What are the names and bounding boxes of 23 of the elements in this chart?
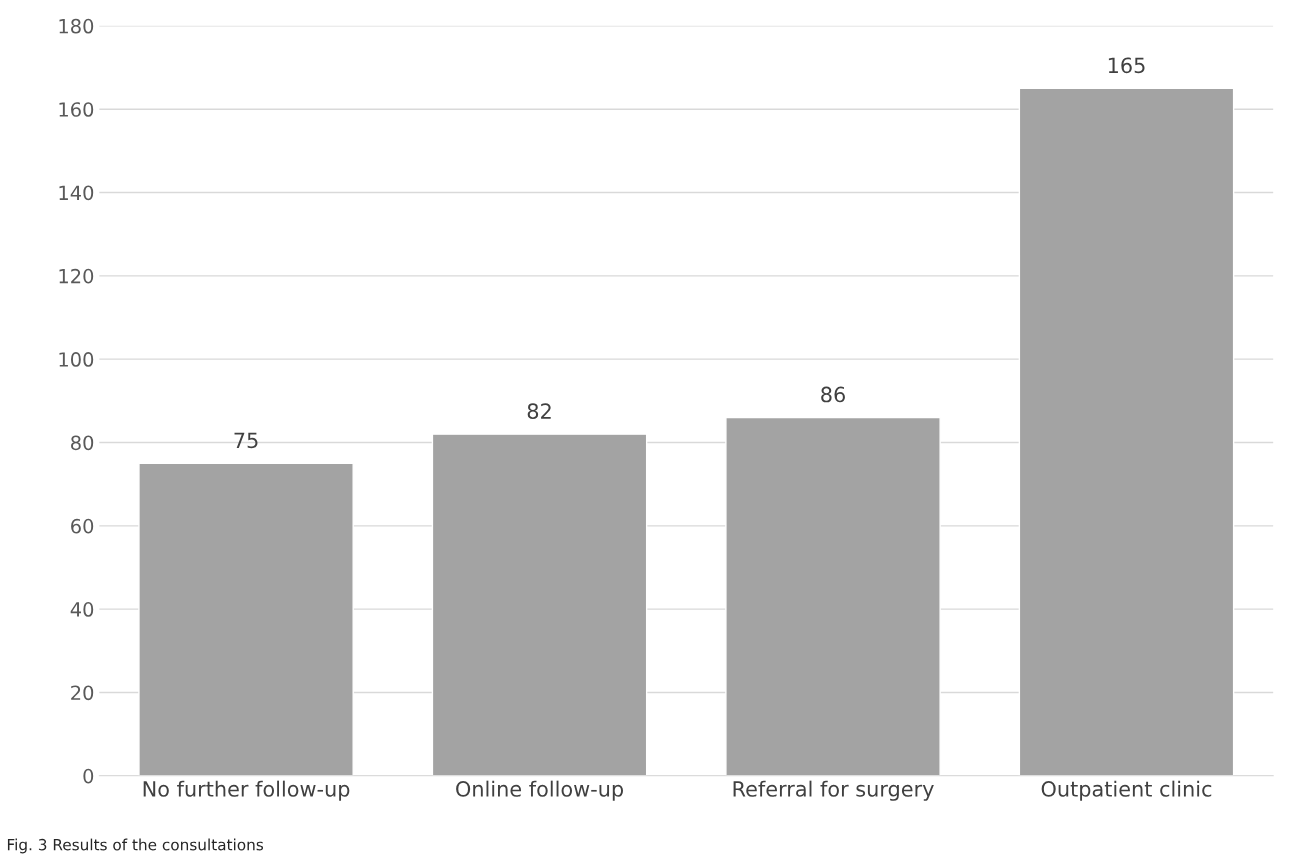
y-tick-label: 40 [70, 602, 94, 617]
y-tick-label: 20 [71, 685, 94, 701]
y-tick-label: 60 [71, 518, 94, 534]
data-label: 75 [234, 432, 258, 449]
data-label: 165 [1108, 57, 1145, 74]
y-tick-label: 160 [59, 102, 94, 117]
bar [138, 462, 354, 776]
y-tick-label: 0 [83, 768, 94, 784]
bar [725, 416, 941, 776]
x-tick-label: Referral for surgery [733, 780, 934, 801]
x-tick-label: Online follow-up [456, 780, 624, 801]
y-tick-label: 100 [59, 352, 94, 367]
x-tick-label: Outpatient clinic [1041, 780, 1212, 801]
y-tick-label: 80 [71, 435, 94, 451]
caption: Fig. 3 Results of the consultations [7, 838, 264, 854]
x-tick-label: No further follow-up [143, 780, 350, 801]
y-tick-label: 140 [59, 185, 94, 201]
y-tick-label: 180 [59, 18, 94, 34]
bar [1018, 87, 1235, 776]
bar [431, 433, 648, 776]
data-label: 82 [527, 403, 551, 420]
y-tick-label: 120 [59, 268, 94, 284]
data-label: 86 [821, 386, 845, 403]
